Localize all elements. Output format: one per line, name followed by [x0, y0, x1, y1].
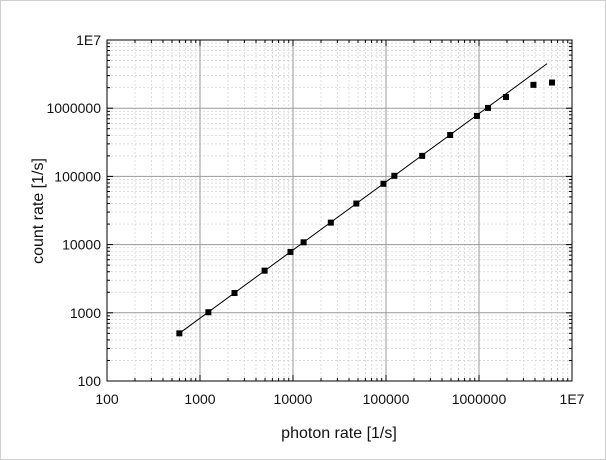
y-tick-label: 100000 — [54, 168, 101, 184]
data-point — [549, 79, 556, 86]
data-points — [176, 79, 556, 337]
data-point — [380, 180, 387, 187]
data-point — [300, 239, 307, 246]
data-point — [261, 267, 268, 274]
grid — [106, 39, 573, 382]
axis-ticks — [106, 39, 573, 382]
x-tick-label: 1000 — [184, 391, 215, 407]
data-point — [353, 200, 360, 207]
y-tick-label: 100 — [78, 373, 102, 389]
y-axis-title: count rate [1/s] — [30, 158, 47, 264]
y-tick-labels: 100 1000 10000 100000 1000000 1E7 — [46, 32, 101, 389]
data-point — [205, 309, 212, 316]
y-tick-label: 1E7 — [76, 32, 101, 48]
x-tick-label: 10000 — [274, 391, 313, 407]
x-tick-label: 1E7 — [560, 391, 585, 407]
plot-area — [106, 39, 573, 382]
data-point — [391, 172, 398, 179]
x-tick-label: 100000 — [363, 391, 410, 407]
data-point — [447, 131, 454, 138]
data-point — [231, 290, 238, 297]
data-point — [327, 219, 334, 226]
x-axis-title: photon rate [1/s] — [281, 425, 397, 442]
data-point — [485, 104, 492, 111]
data-point — [530, 81, 537, 88]
y-tick-label: 10000 — [62, 237, 101, 253]
x-tick-label: 100 — [95, 391, 119, 407]
data-point — [287, 248, 294, 255]
y-tick-label: 1000000 — [46, 100, 101, 116]
x-tick-labels: 100 1000 10000 100000 1000000 1E7 — [95, 391, 584, 407]
data-point — [473, 112, 480, 119]
data-point — [176, 330, 183, 337]
data-point — [419, 152, 426, 159]
data-point — [502, 93, 509, 100]
x-tick-label: 1000000 — [452, 391, 507, 407]
y-tick-label: 1000 — [70, 305, 101, 321]
